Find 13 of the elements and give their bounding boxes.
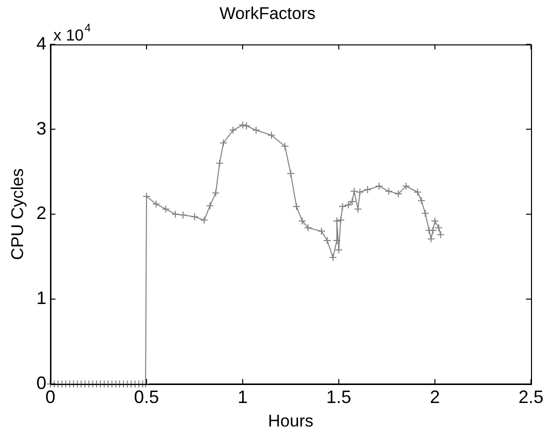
y-axis-title: CPU Cycles <box>8 168 27 260</box>
y-tick-label: 4 <box>36 33 46 54</box>
x-tick-label: 1 <box>238 386 248 407</box>
x-tick-label: 2.5 <box>518 386 544 407</box>
y-tick-label: 2 <box>36 203 46 224</box>
y-tick-label: 0 <box>36 372 46 393</box>
y-tick-label: 3 <box>36 118 46 138</box>
x-axis-title: Hours <box>268 411 314 430</box>
chart-title: WorkFactors <box>219 4 316 23</box>
x-tick-label: 1.5 <box>326 386 352 407</box>
x-tick-label: 0.5 <box>134 386 160 407</box>
y-tick-label: 1 <box>36 288 46 308</box>
x-tick-label: 2 <box>430 386 440 407</box>
